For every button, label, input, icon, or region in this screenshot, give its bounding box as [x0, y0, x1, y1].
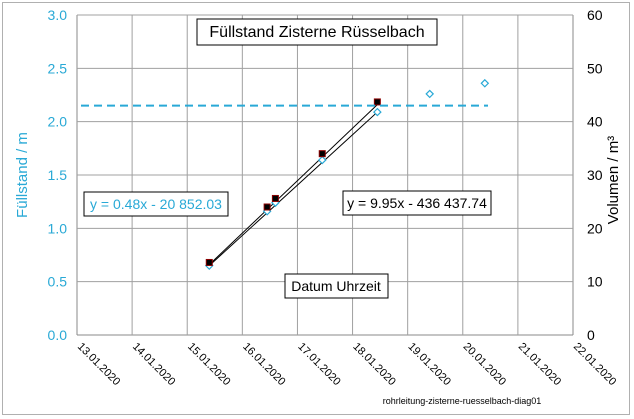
x-tick: 22.01.2020 [571, 341, 618, 388]
point-volumen [318, 150, 326, 158]
point-volumen [263, 203, 271, 211]
point-fuellstand [373, 107, 382, 117]
trendline-left [208, 111, 378, 267]
trendline-right [208, 104, 378, 265]
point-volumen [271, 194, 279, 202]
equation-right: y = 9.95x - 436 437.74 [347, 195, 487, 211]
y-tick-right: 20 [587, 220, 603, 236]
y-tick-right: 30 [587, 167, 603, 183]
grid-lines [77, 14, 573, 335]
y-tick-left: 1.0 [48, 220, 68, 236]
y-tick-left: 3.0 [48, 7, 68, 23]
y-axis-title-right: Volumen / m³ [605, 136, 622, 224]
y-tick-right: 10 [587, 274, 603, 290]
x-tick: 15.01.2020 [185, 341, 232, 388]
footer-label: rohrleitung-zisterne-ruesselbach-diag01 [383, 396, 542, 406]
y-tick-left: 0.5 [48, 274, 68, 290]
title-box [196, 18, 438, 46]
x-tick: 16.01.2020 [240, 341, 287, 388]
equation-left-box [83, 191, 229, 217]
x-tick: 20.01.2020 [461, 341, 508, 388]
equation-left: y = 0.48x - 20 852.03 [90, 196, 222, 212]
y-tick-left: 2.0 [48, 114, 68, 130]
y-tick-right: 50 [587, 60, 603, 76]
point-fuellstand [480, 78, 490, 88]
x-tick: 19.01.2020 [406, 341, 453, 388]
point-volumen [205, 258, 213, 266]
x-tick: 14.01.2020 [130, 341, 177, 388]
x-axis-title: Datum Uhrzeit [291, 278, 381, 294]
equation-right-box [342, 190, 492, 216]
point-fuellstand [425, 89, 435, 99]
y-tick-right: 0 [587, 327, 595, 343]
point-fuellstand [317, 155, 327, 165]
x-tick: 13.01.2020 [75, 341, 122, 388]
y-tick-left: 2.5 [48, 60, 68, 76]
y-tick-left: 0.0 [48, 327, 68, 343]
x-tick: 18.01.2020 [350, 341, 397, 388]
chart-title: Füllstand Zisterne Rüsselbach [209, 24, 424, 41]
x-tick: 21.01.2020 [516, 341, 563, 388]
x-tick: 17.01.2020 [295, 341, 342, 388]
chart-frame [2, 2, 630, 415]
x-axis-title-box [284, 273, 389, 299]
y-tick-left: 1.5 [48, 167, 68, 183]
y-tick-right: 40 [587, 114, 603, 130]
y-axis-title-left: Füllstand / m [14, 132, 31, 218]
data-marks [204, 78, 490, 271]
y-tick-right: 60 [587, 7, 603, 23]
point-volumen [373, 98, 381, 106]
